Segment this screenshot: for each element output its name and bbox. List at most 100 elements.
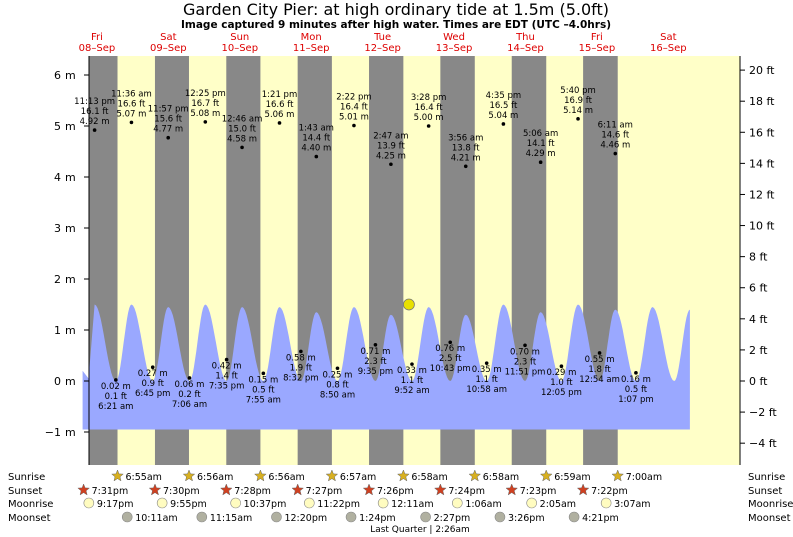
sunrise-icon: [325, 469, 339, 482]
sunrise-icon: [539, 469, 553, 482]
sunrise-icon: [396, 469, 410, 482]
tide-point: [335, 366, 340, 371]
tide-point: [224, 357, 229, 362]
day-of-week-label: Sat: [160, 32, 176, 43]
moonset-time: 2:27pm: [434, 513, 471, 524]
tide-label: 4:35 pm: [486, 91, 521, 101]
tide-label: 11:57 pm: [148, 105, 189, 115]
sunrise-time: 7:00am: [626, 472, 662, 483]
sunset-time: 7:26pm: [377, 486, 414, 497]
tide-label: 1:43 am: [299, 124, 334, 134]
moonset-time: 12:20pm: [284, 513, 327, 524]
tide-point: [187, 376, 192, 380]
tide-label: 3:28 pm: [411, 93, 446, 103]
tide-label: 16.5 ft: [489, 101, 517, 111]
day-of-week-label: Sat: [660, 32, 676, 43]
current-tide-marker: [403, 298, 415, 311]
right-tick-label: −4 ft: [749, 437, 777, 450]
tide-point: [299, 349, 303, 354]
sunset-icon: [433, 483, 447, 496]
tide-label: 0.42 m: [212, 362, 242, 372]
tide-label: 11:13 pm: [74, 97, 115, 107]
tide-label: 8:32 pm: [283, 373, 318, 383]
sunset-time: 7:22pm: [591, 486, 628, 497]
tide-label: 5.08 m: [190, 109, 220, 119]
day-of-week-label: Sun: [230, 32, 249, 43]
left-tick-label: 5: [54, 120, 61, 133]
tide-label: 1:21 pm: [262, 90, 297, 100]
left-tick-unit: m: [65, 375, 76, 388]
tide-label: 0.02 m: [101, 382, 131, 392]
sunrise-time: 6:56am: [197, 472, 233, 483]
tide-label: 5.14 m: [563, 106, 593, 116]
tide-label: 0.15 m: [248, 375, 278, 385]
tide-label: 8:50 am: [320, 390, 355, 400]
tide-label: 10:43 pm: [430, 364, 471, 374]
sunset-row-label-right: Sunset: [748, 486, 782, 497]
moonrise-icon: [230, 497, 241, 509]
date-label: 16–Sep: [650, 43, 687, 54]
tide-label: 4.46 m: [600, 141, 630, 151]
moonrise-icon: [452, 497, 463, 509]
date-label: 08–Sep: [79, 43, 116, 54]
tide-label: 7:06 am: [172, 400, 207, 410]
sunset-icon: [505, 483, 519, 496]
moonrise-icon: [526, 497, 537, 509]
moonset-row-label-right: Moonset: [748, 513, 791, 524]
date-label: 12–Sep: [364, 43, 401, 54]
day-of-week-label: Fri: [591, 32, 603, 43]
tide-label: 5.06 m: [265, 110, 295, 120]
sunrise-time: 6:58am: [483, 472, 519, 483]
tide-label: 12:54 am: [579, 375, 620, 385]
tide-label: 2:47 am: [373, 131, 408, 141]
tide-point: [203, 120, 208, 124]
moonrise-icon: [377, 497, 389, 509]
right-tick-label: 0 ft: [749, 375, 768, 388]
right-tick-label: 16 ft: [749, 126, 775, 139]
tide-label: 11:36 am: [111, 89, 152, 99]
moonset-row-label-left: Moonset: [8, 513, 51, 524]
left-tick-unit: m: [65, 222, 76, 235]
tide-label: 6:45 pm: [135, 389, 170, 399]
tide-label: 16.7 ft: [191, 99, 219, 109]
moonrise-time: 12:11am: [391, 499, 433, 510]
sunrise-icon: [254, 469, 267, 482]
tide-label: 2.5 ft: [439, 354, 462, 364]
tide-label: 5.04 m: [488, 111, 518, 121]
tide-label: 16.4 ft: [340, 102, 368, 112]
tide-point: [634, 371, 638, 375]
tide-label: 0.8 ft: [326, 380, 349, 390]
tide-label: 0.2 ft: [178, 390, 201, 400]
tide-label: 5.00 m: [414, 113, 444, 123]
tide-label: 9:35 pm: [358, 367, 393, 377]
moonset-icon: [121, 511, 133, 523]
moonset-time: 1:24pm: [359, 513, 396, 524]
tide-label: 0.58 m: [286, 353, 316, 363]
tide-label: 0.06 m: [175, 380, 205, 390]
tide-point: [410, 362, 414, 366]
sunset-row-label-left: Sunset: [8, 486, 42, 497]
sunset-icon: [576, 483, 590, 496]
tide-label: 0.5 ft: [252, 385, 275, 395]
tide-label: 1.8 ft: [588, 365, 611, 375]
tide-label: 0.70 m: [510, 347, 540, 357]
tide-label: 12:05 pm: [541, 388, 582, 398]
right-tick-label: 20 ft: [749, 64, 775, 77]
tide-label: 11:51 pm: [505, 367, 546, 377]
tide-label: 2.3 ft: [364, 357, 387, 367]
tide-point: [426, 124, 431, 128]
tide-point: [597, 351, 602, 355]
sunset-time: 7:24pm: [448, 486, 485, 497]
left-tick-unit: m: [65, 69, 76, 82]
day-of-week-label: Tue: [373, 32, 391, 43]
tide-label: 15.0 ft: [228, 124, 256, 134]
sunrise-icon: [182, 469, 196, 482]
tide-point: [92, 128, 97, 132]
tide-point: [576, 117, 580, 121]
tide-label: 0.33 m: [397, 366, 427, 376]
tide-label: 16.4 ft: [415, 103, 443, 113]
left-tick-label: 0: [54, 375, 61, 388]
tide-label: 0.16 m: [621, 375, 651, 385]
tide-label: 13.8 ft: [452, 143, 480, 153]
